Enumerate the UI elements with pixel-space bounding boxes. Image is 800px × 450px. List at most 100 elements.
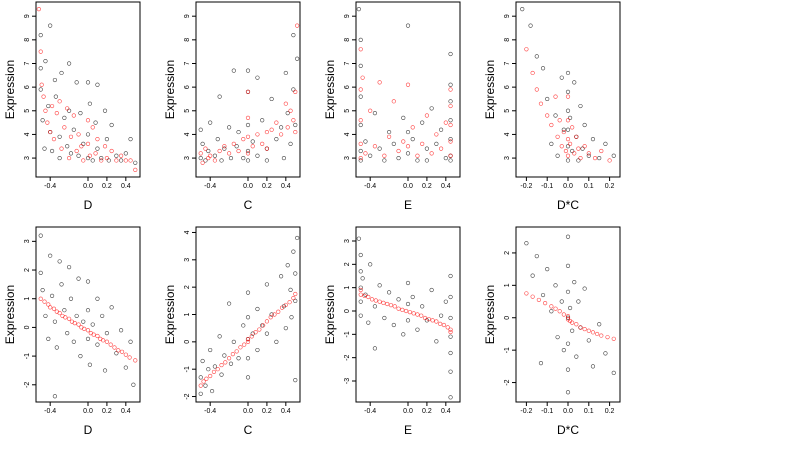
data-point-red — [448, 329, 453, 335]
data-point-red — [565, 137, 571, 142]
data-point-black — [43, 313, 48, 319]
data-point-black — [590, 364, 596, 369]
data-point-black — [38, 66, 43, 71]
data-point-black — [66, 108, 72, 113]
data-point-black — [358, 299, 363, 304]
data-point-red — [268, 315, 273, 320]
data-point-black — [95, 82, 100, 87]
data-point-black — [78, 353, 83, 359]
y-tick-label: 1 — [504, 283, 511, 287]
data-point-black — [104, 331, 110, 336]
data-point-black — [78, 111, 83, 116]
data-point-red — [553, 94, 558, 99]
scatter-panel-5: -0.4 0.0 0.2 0.4 -2 -1 0 1 2 3 D Expression — [3, 226, 141, 437]
data-point-red — [368, 108, 373, 113]
data-point-red — [85, 328, 91, 333]
data-point-black — [245, 290, 251, 295]
data-point-black — [109, 305, 114, 310]
data-point-black — [133, 160, 138, 165]
x-tick-label: 0.4 — [281, 183, 291, 190]
x-tick-label: 0.2 — [422, 183, 432, 190]
y-tick-label: 5 — [24, 109, 31, 113]
data-point-red — [46, 302, 51, 307]
data-point-black — [372, 346, 378, 351]
y-tick-label: 9 — [184, 14, 191, 18]
data-point-black — [448, 369, 453, 374]
y-tick-label: 9 — [344, 14, 351, 18]
x-tick-label: -0.4 — [204, 408, 216, 415]
y-axis-label: Expression — [323, 60, 337, 119]
data-point-red — [226, 356, 232, 361]
data-point-black — [611, 153, 616, 158]
data-point-red — [222, 144, 227, 149]
data-point-red — [91, 332, 96, 337]
data-point-black — [448, 334, 453, 339]
y-tick-label: 3 — [24, 239, 31, 243]
y-tick-label: 0 — [504, 316, 511, 320]
data-point-black — [52, 77, 58, 83]
data-point-red — [242, 342, 247, 347]
data-point-red — [201, 379, 206, 384]
data-point-black — [415, 158, 420, 163]
x-tick-label: 0.1 — [584, 183, 594, 190]
y-axis-label: Expression — [3, 60, 17, 119]
data-point-black — [358, 148, 363, 154]
plot-frame — [35, 1, 141, 178]
data-point-black — [396, 155, 401, 161]
data-point-black — [66, 61, 72, 66]
data-point-black — [68, 296, 74, 301]
data-point-black — [424, 158, 430, 163]
data-point-black — [405, 23, 411, 28]
data-point-red — [112, 345, 117, 350]
y-tick-label: 4 — [504, 132, 511, 136]
data-point-black — [283, 326, 288, 331]
y-tick-label: 2 — [344, 262, 351, 266]
data-point-red — [586, 328, 591, 333]
data-point-red — [405, 82, 411, 87]
y-tick-label: 1 — [184, 312, 191, 316]
data-point-black — [401, 332, 406, 337]
data-point-black — [570, 328, 575, 333]
y-tick-label: 3 — [184, 156, 191, 160]
data-point-red — [424, 113, 430, 118]
y-tick-label: 5 — [344, 109, 351, 113]
data-point-black — [358, 285, 363, 290]
data-point-red — [127, 355, 132, 360]
data-point-black — [448, 118, 453, 123]
data-point-red — [264, 129, 270, 135]
data-point-red — [448, 327, 453, 332]
data-point-red — [574, 134, 579, 139]
data-point-red — [293, 129, 298, 135]
data-point-black — [281, 155, 287, 161]
data-point-black — [559, 75, 564, 80]
data-point-red — [93, 151, 98, 156]
x-tick-label: -0.1 — [541, 408, 553, 415]
data-point-black — [71, 339, 76, 344]
data-point-black — [405, 129, 411, 135]
data-point-black — [372, 304, 378, 309]
data-point-black — [38, 270, 43, 276]
y-axis-label: Expression — [323, 285, 337, 344]
data-point-black — [291, 249, 296, 254]
y-tick-label: 6 — [184, 85, 191, 89]
data-point-red — [565, 94, 571, 99]
x-tick-label: 0.4 — [441, 183, 451, 190]
data-point-black — [85, 132, 91, 137]
data-point-black — [85, 308, 91, 313]
data-point-black — [288, 287, 293, 292]
y-tick-label: 8 — [24, 38, 31, 42]
data-point-black — [212, 364, 218, 369]
x-tick-label: 0.2 — [605, 408, 615, 415]
data-point-red — [388, 303, 394, 308]
data-point-red — [422, 315, 428, 321]
data-point-red — [405, 144, 411, 149]
data-point-red — [95, 333, 100, 339]
data-point-black — [434, 339, 439, 344]
data-point-black — [217, 334, 222, 339]
x-axis-label: C — [244, 198, 253, 212]
data-point-red — [90, 125, 95, 130]
data-point-black — [198, 391, 203, 396]
data-point-black — [578, 103, 583, 109]
data-point-red — [114, 158, 119, 163]
y-tick-label: 7 — [24, 61, 31, 65]
